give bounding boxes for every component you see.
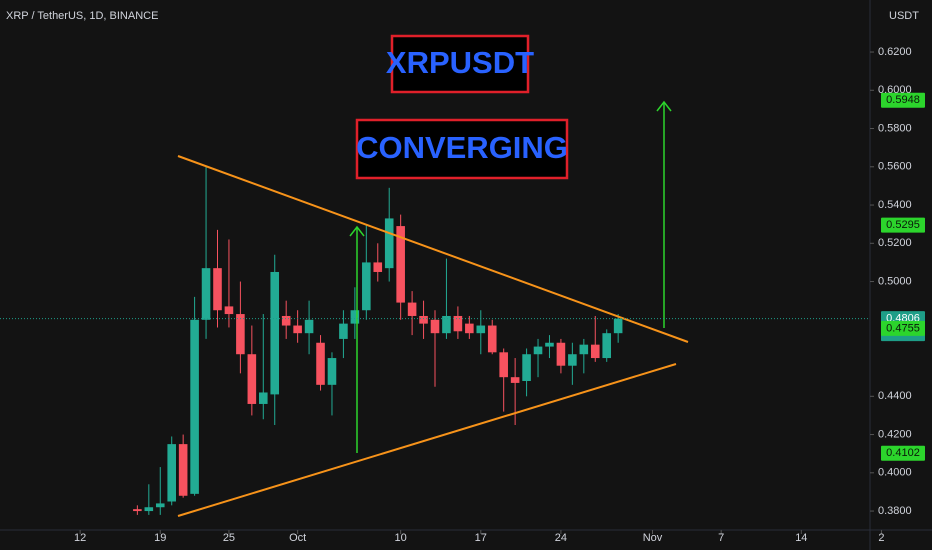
candle-body	[133, 509, 142, 512]
candle-body	[487, 325, 497, 353]
x-tick-label: 14	[795, 532, 807, 544]
y-tick-label: 0.6200	[878, 46, 912, 58]
candle-body	[533, 346, 543, 355]
x-tick-label: Oct	[289, 532, 306, 544]
candle-body	[407, 302, 417, 316]
y-tick-label: 0.6000	[878, 84, 912, 96]
x-tick-label: 7	[718, 532, 724, 544]
candle-body	[384, 218, 394, 269]
candle-body	[339, 323, 348, 339]
x-tick-label: 12	[74, 532, 86, 544]
y-tick-label: 0.3800	[878, 505, 912, 517]
price-tag	[881, 217, 925, 233]
candle-body	[201, 268, 211, 320]
price-tag-label: 0.5948	[886, 94, 920, 106]
arrow	[349, 100, 672, 453]
candle-body	[316, 342, 325, 385]
annotation-box	[390, 34, 530, 94]
y-tick-label: 0.5800	[878, 122, 912, 134]
x-tick-label: 24	[555, 532, 567, 544]
candle-body	[247, 354, 257, 404]
y-axis-label: USDT	[889, 10, 919, 22]
candle-body	[419, 315, 428, 324]
candle-body	[362, 262, 371, 311]
candle-body	[499, 352, 508, 378]
candle-body	[258, 392, 268, 404]
candle-body	[178, 444, 188, 496]
candle-body	[236, 314, 245, 355]
annotation: CONVERGING	[356, 130, 568, 165]
x-tick-label: 17	[475, 532, 487, 544]
x-tick-label: 25	[223, 532, 235, 544]
candle-body	[590, 344, 600, 359]
candle-body	[465, 323, 474, 334]
candle-body	[373, 262, 383, 272]
candles	[133, 166, 623, 515]
annotation: XRPUSDT	[386, 45, 534, 80]
y-tick-label: 0.5600	[878, 161, 912, 173]
candle-body	[293, 325, 302, 334]
y-tick-label: 0.5400	[878, 199, 912, 211]
annotation-box	[355, 118, 569, 180]
price-tag-label: 0.4102	[886, 447, 920, 459]
candle-body	[155, 503, 165, 508]
candle-body	[453, 315, 463, 332]
candle-body	[350, 310, 360, 324]
x-tick-label: 2	[878, 532, 884, 544]
x-tick-label: 10	[395, 532, 407, 544]
candle-body	[579, 344, 589, 355]
price-tag	[881, 92, 925, 108]
chart-title: XRP / TetherUS, 1D, BINANCE	[6, 10, 158, 22]
candle-body	[213, 268, 222, 311]
candle-body	[281, 315, 291, 326]
price-tag-label: 0.5295	[886, 219, 920, 231]
candle-body	[396, 226, 405, 303]
y-tick-label: 0.5000	[878, 275, 912, 287]
candle-body	[545, 342, 554, 347]
x-tick-label: Nov	[643, 532, 663, 544]
candle-body	[430, 319, 440, 334]
candle-body	[556, 342, 566, 366]
price-tag	[881, 445, 925, 461]
y-tick-label: 0.4000	[878, 467, 912, 479]
candle-body	[224, 306, 234, 315]
y-tick-label: 0.4400	[878, 390, 912, 402]
price-tag	[881, 320, 925, 336]
candle-body	[568, 354, 577, 366]
candle-body	[613, 318, 623, 334]
y-tick-label: 0.5200	[878, 237, 912, 249]
trendline	[177, 363, 677, 517]
candle-body	[327, 358, 337, 385]
candle-body	[602, 333, 612, 359]
candle-body	[144, 507, 154, 512]
trendline	[177, 155, 689, 343]
x-tick-label: 19	[154, 532, 166, 544]
candle-body	[510, 377, 520, 383]
candle-body	[304, 319, 314, 334]
y-tick-label: 0.4200	[878, 428, 912, 440]
candle-body	[190, 319, 199, 494]
candle-body	[270, 271, 280, 395]
candle-body	[442, 315, 451, 334]
candle-body	[476, 325, 486, 334]
candle-body	[522, 354, 531, 382]
candle-body	[167, 444, 177, 502]
price-tag-label: 0.4755	[886, 322, 920, 334]
